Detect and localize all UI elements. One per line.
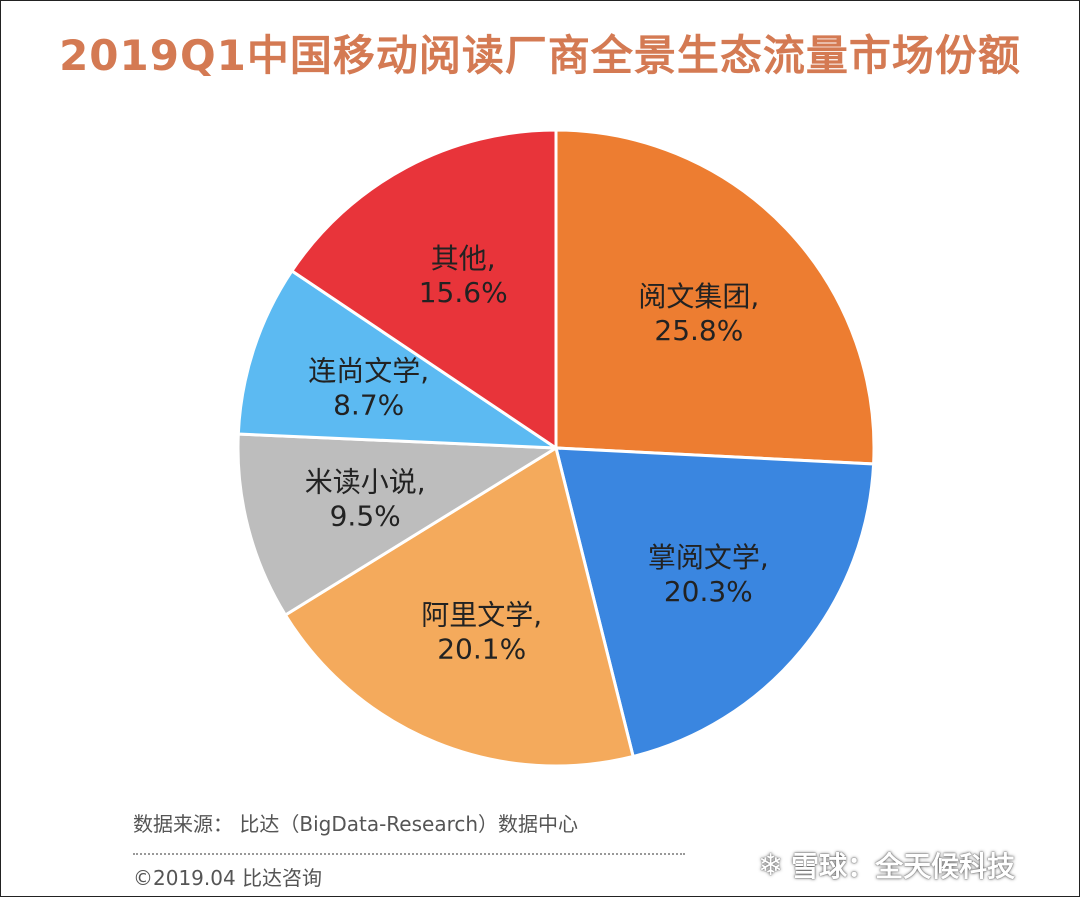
pie-labels: 阅文集团, 25.8% 掌阅文学, 20.3% 阿里文学, 20.1% 米读小说, 9.5% 连… xyxy=(305,242,769,666)
pie-slice-0 xyxy=(554,128,876,466)
pie-label-value-3: 9.5% xyxy=(330,500,401,533)
pie-slice-2 xyxy=(283,445,635,768)
pie-label-1: 掌阅文学, 20.3% xyxy=(648,541,769,608)
pie-slice-1 xyxy=(554,446,876,759)
pie-label-name-1: 掌阅文学, xyxy=(648,541,769,574)
pie-label-name-5: 其他, xyxy=(431,242,496,275)
pie-label-name-3: 米读小说, xyxy=(305,466,426,499)
copyright-note: ©2019.04 比达咨询 xyxy=(133,866,323,890)
pie-label-5: 其他, 15.6% xyxy=(419,242,508,309)
pie-label-2: 阿里文学, 20.1% xyxy=(421,599,542,666)
pie-label-name-2: 阿里文学, xyxy=(421,599,542,632)
watermark-text: 雪球：全天候科技 xyxy=(791,850,1016,883)
chart-title: 2019Q1中国移动阅读厂商全景生态流量市场份额 xyxy=(59,31,1021,80)
watermark: ❄ 雪球：全天候科技 xyxy=(758,845,1015,885)
pie-label-name-4: 连尚文学, xyxy=(308,354,429,387)
pie-label-value-5: 15.6% xyxy=(419,276,508,309)
pie-label-value-1: 20.3% xyxy=(664,575,753,608)
pie-label-value-4: 8.7% xyxy=(333,388,404,421)
footer-divider xyxy=(133,853,685,855)
pie-slice-3 xyxy=(236,432,561,618)
data-source-note: 数据来源： 比达（BigData-Research）数据中心 xyxy=(133,812,579,836)
pie-slice-5 xyxy=(289,128,558,451)
pie-label-0: 阅文集团, 25.8% xyxy=(638,280,759,347)
pie-label-4: 连尚文学, 8.7% xyxy=(308,354,429,421)
pie-label-value-2: 20.1% xyxy=(437,633,526,666)
snowball-logo-icon: ❄ xyxy=(758,847,784,883)
pie-slice-4 xyxy=(236,268,562,450)
pie-label-value-0: 25.8% xyxy=(654,314,743,347)
pie-label-name-0: 阅文集团, xyxy=(638,280,759,313)
pie-label-3: 米读小说, 9.5% xyxy=(305,466,426,533)
pie-slices xyxy=(236,128,876,768)
